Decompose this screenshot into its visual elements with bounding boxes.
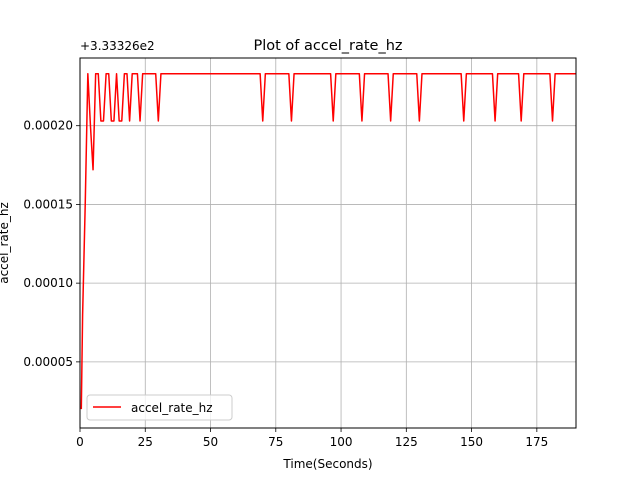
- legend: accel_rate_hz: [86, 394, 233, 421]
- x-tick-label: 150: [460, 435, 483, 449]
- legend-label: accel_rate_hz: [131, 401, 213, 415]
- x-tick-label: 25: [138, 435, 153, 449]
- axes-frame: [79, 57, 577, 429]
- y-tick-label: 0.00010: [23, 276, 73, 290]
- x-tick-label: 100: [330, 435, 353, 449]
- x-axis-label: Time(Seconds): [282, 457, 372, 471]
- series-layer: [80, 72, 576, 410]
- y-tick-label: 0.00015: [23, 197, 73, 211]
- grid-layer: [79, 58, 576, 428]
- x-tick-label: 175: [525, 435, 548, 449]
- x-tick-label: 125: [395, 435, 418, 449]
- y-tick-label: 0.00020: [23, 119, 73, 133]
- y-tick-label: 0.00005: [23, 355, 73, 369]
- y-axis-ticks: 0.00005 0.00010 0.00015 0.00020: [23, 119, 80, 369]
- x-tick-label: 0: [76, 435, 84, 449]
- x-tick-label: 50: [203, 435, 218, 449]
- y-axis-label: accel_rate_hz: [0, 202, 11, 284]
- y-axis-offset-label: +3.33326e2: [80, 39, 155, 53]
- legend-box: [86, 394, 233, 421]
- x-axis-ticks: 0 25 50 75 100 125 150 175: [76, 428, 548, 449]
- series-line-accel-rate-hz: [80, 72, 576, 410]
- chart-title: Plot of accel_rate_hz: [253, 38, 402, 54]
- x-tick-label: 75: [268, 435, 283, 449]
